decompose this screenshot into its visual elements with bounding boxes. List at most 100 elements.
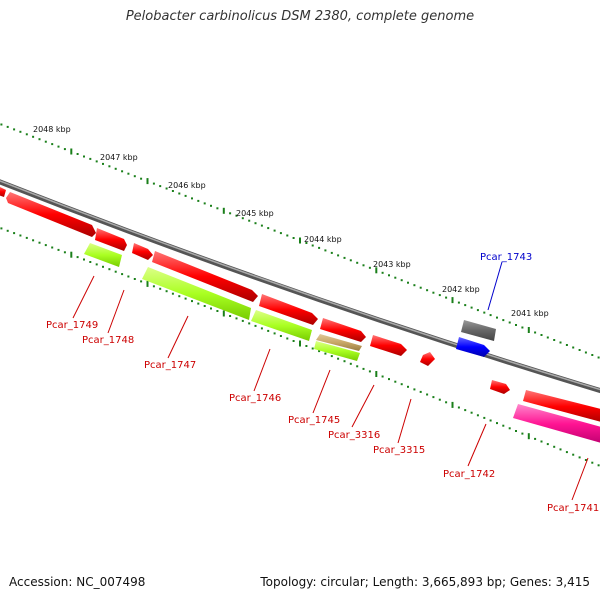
minor-tick bbox=[292, 340, 295, 342]
gene-label-pcar-1741[interactable]: Pcar_1741 bbox=[547, 503, 599, 514]
minor-tick bbox=[13, 128, 16, 131]
gene-arrow[interactable] bbox=[513, 404, 600, 444]
gene-arrow[interactable] bbox=[456, 337, 490, 357]
minor-tick bbox=[432, 291, 435, 294]
major-tick bbox=[527, 433, 530, 440]
minor-tick bbox=[267, 227, 270, 230]
gene-arrow[interactable] bbox=[152, 251, 258, 302]
minor-tick bbox=[362, 367, 365, 370]
minor-tick bbox=[438, 398, 441, 401]
minor-tick bbox=[216, 207, 219, 210]
minor-tick bbox=[121, 273, 124, 276]
minor-tick bbox=[476, 414, 479, 417]
minor-tick bbox=[197, 302, 200, 305]
gene-arrow[interactable] bbox=[490, 380, 510, 394]
minor-tick bbox=[63, 251, 66, 254]
major-tick bbox=[375, 267, 378, 274]
gene-arrow[interactable] bbox=[420, 352, 435, 366]
major-tick bbox=[299, 237, 301, 244]
minor-tick bbox=[356, 261, 359, 264]
gene-label-pcar-3316[interactable]: Pcar_3316 bbox=[328, 430, 380, 441]
major-tick bbox=[299, 340, 301, 347]
gene-arrow[interactable] bbox=[259, 294, 318, 325]
minor-tick bbox=[19, 130, 22, 133]
gene-arrow[interactable] bbox=[142, 267, 251, 320]
gene-arrow[interactable] bbox=[95, 228, 127, 251]
gene-label-pcar-1747[interactable]: Pcar_1747 bbox=[144, 360, 196, 371]
minor-tick bbox=[254, 222, 257, 225]
minor-tick bbox=[114, 167, 117, 170]
minor-tick bbox=[508, 427, 511, 430]
minor-tick bbox=[464, 409, 467, 412]
minor-tick bbox=[286, 337, 289, 340]
minor-tick bbox=[565, 451, 568, 454]
minor-tick bbox=[178, 192, 181, 195]
gene-label-pcar-1749[interactable]: Pcar_1749 bbox=[46, 320, 98, 331]
minor-tick bbox=[502, 319, 505, 322]
gene-arrow[interactable] bbox=[320, 318, 366, 342]
major-tick bbox=[222, 310, 225, 317]
minor-tick bbox=[171, 292, 174, 295]
minor-tick bbox=[407, 281, 409, 284]
minor-tick bbox=[426, 289, 429, 292]
gene-arrow[interactable] bbox=[314, 341, 360, 361]
minor-tick bbox=[241, 217, 244, 220]
major-tick bbox=[146, 178, 149, 185]
scale-label-2047: 2047 kbp bbox=[100, 153, 138, 162]
minor-tick bbox=[400, 383, 403, 386]
minor-tick bbox=[229, 315, 232, 317]
minor-tick bbox=[89, 261, 92, 263]
minor-tick bbox=[216, 310, 219, 312]
gene-label-pcar-1743[interactable]: Pcar_1743 bbox=[480, 252, 532, 263]
minor-tick bbox=[400, 279, 403, 282]
minor-tick bbox=[438, 294, 441, 297]
gene-label-pcar-1745[interactable]: Pcar_1745 bbox=[288, 415, 340, 426]
minor-tick bbox=[191, 300, 193, 303]
minor-tick bbox=[311, 244, 314, 247]
minor-tick bbox=[496, 316, 498, 319]
minor-tick bbox=[25, 133, 28, 136]
minor-tick bbox=[432, 396, 435, 399]
minor-tick bbox=[356, 365, 359, 368]
minor-tick bbox=[476, 309, 479, 312]
gene-label-pcar-1746[interactable]: Pcar_1746 bbox=[229, 393, 281, 404]
minor-tick bbox=[584, 351, 587, 354]
gene-arrow[interactable] bbox=[523, 390, 600, 423]
minor-tick bbox=[0, 123, 3, 126]
gene-arrow[interactable] bbox=[461, 320, 496, 341]
minor-tick bbox=[6, 229, 9, 232]
minor-tick bbox=[330, 355, 333, 358]
minor-tick bbox=[591, 354, 594, 356]
minor-tick bbox=[165, 187, 168, 190]
scale-label-2046: 2046 kbp bbox=[168, 181, 206, 190]
minor-tick bbox=[229, 212, 232, 215]
gene-leader-lines bbox=[72, 261, 589, 501]
gene-arrow[interactable] bbox=[316, 334, 362, 351]
gene-label-pcar-3315[interactable]: Pcar_3315 bbox=[373, 445, 425, 456]
minor-tick bbox=[597, 356, 600, 359]
gene-arrow[interactable] bbox=[6, 192, 96, 237]
genome-summary-text: Topology: circular; Length: 3,665,893 bp… bbox=[260, 575, 590, 589]
minor-tick bbox=[553, 339, 556, 341]
gene-arrow[interactable] bbox=[0, 186, 6, 197]
map-title: Pelobacter carbinolicus DSM 2380, comple… bbox=[125, 9, 475, 24]
minor-tick bbox=[171, 190, 174, 192]
gene-arrow[interactable] bbox=[84, 243, 122, 267]
minor-tick bbox=[540, 440, 543, 443]
minor-tick bbox=[381, 271, 384, 274]
gene-arrow[interactable] bbox=[132, 243, 153, 260]
forward-genes bbox=[0, 186, 600, 423]
minor-tick bbox=[133, 175, 136, 178]
minor-tick bbox=[597, 464, 600, 467]
minor-tick bbox=[502, 424, 505, 427]
gene-label-pcar-1742[interactable]: Pcar_1742 bbox=[443, 469, 495, 480]
minor-tick bbox=[248, 219, 251, 222]
gene-label-pcar-1748[interactable]: Pcar_1748 bbox=[82, 335, 134, 346]
minor-tick bbox=[464, 304, 467, 307]
gene-arrow[interactable] bbox=[251, 310, 312, 341]
major-tick bbox=[527, 327, 530, 333]
minor-tick bbox=[25, 236, 28, 239]
major-tick bbox=[222, 207, 225, 214]
gene-arrow[interactable] bbox=[370, 335, 407, 356]
